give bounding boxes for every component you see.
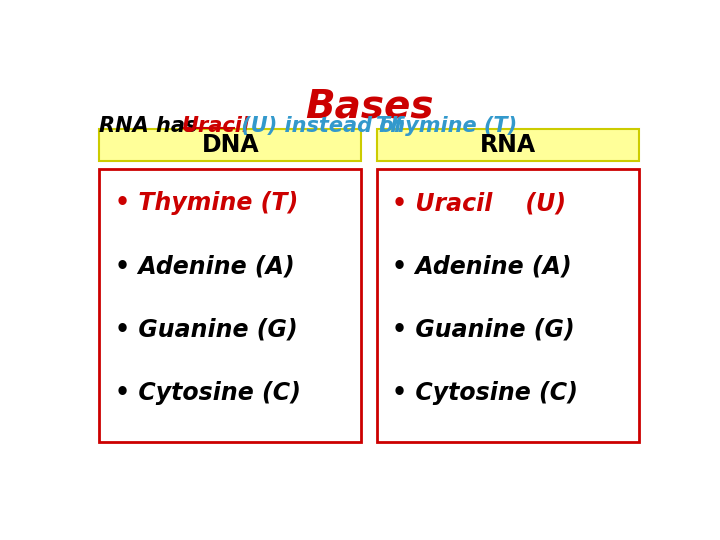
Text: • Uracil    (U): • Uracil (U) — [392, 191, 566, 215]
Text: Thymine (T): Thymine (T) — [376, 116, 517, 136]
Text: • Adenine (A): • Adenine (A) — [114, 254, 294, 279]
Text: RNA has: RNA has — [99, 116, 205, 136]
Text: • Adenine (A): • Adenine (A) — [392, 254, 572, 279]
Text: RNA: RNA — [480, 133, 536, 157]
Text: Bases: Bases — [305, 88, 433, 126]
FancyBboxPatch shape — [99, 129, 361, 161]
Text: (U) instead of: (U) instead of — [234, 116, 417, 136]
Text: • Thymine (T): • Thymine (T) — [114, 191, 298, 215]
FancyBboxPatch shape — [99, 168, 361, 442]
Text: • Cytosine (C): • Cytosine (C) — [114, 381, 301, 405]
Text: • Guanine (G): • Guanine (G) — [392, 318, 575, 342]
Text: • Cytosine (C): • Cytosine (C) — [392, 381, 578, 405]
Text: DNA: DNA — [202, 133, 259, 157]
FancyBboxPatch shape — [377, 129, 639, 161]
FancyBboxPatch shape — [377, 168, 639, 442]
Text: Uracil: Uracil — [181, 116, 249, 136]
Text: • Guanine (G): • Guanine (G) — [114, 318, 297, 342]
